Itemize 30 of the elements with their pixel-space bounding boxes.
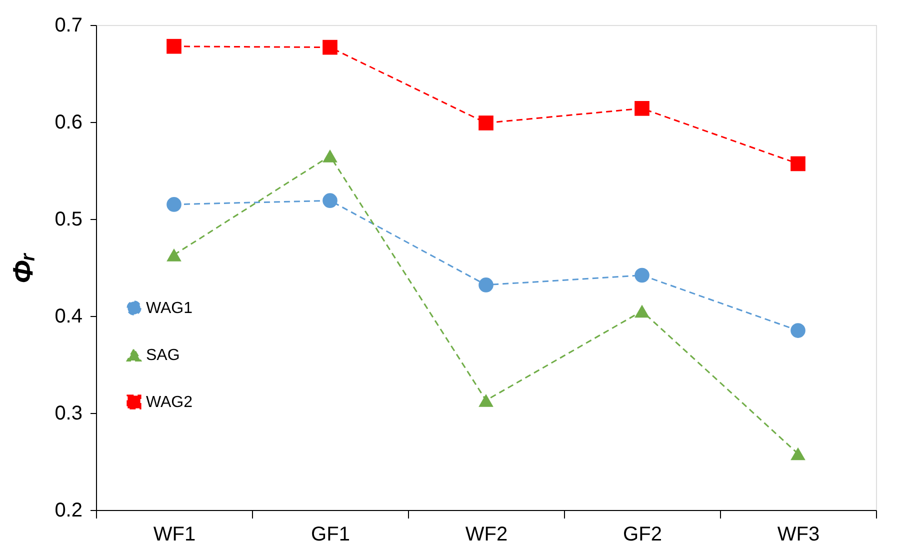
y-tick-label: 0.2 bbox=[54, 500, 82, 522]
y-tick-label: 0.3 bbox=[54, 402, 82, 424]
point bbox=[166, 197, 182, 212]
point bbox=[322, 193, 338, 208]
point bbox=[166, 248, 182, 262]
point bbox=[478, 394, 494, 407]
x-tick-label: WF2 bbox=[465, 524, 508, 546]
point bbox=[322, 40, 338, 55]
legend-label: WAG2 bbox=[146, 394, 193, 411]
x-tick-label: GF2 bbox=[623, 524, 662, 546]
point bbox=[790, 323, 806, 338]
point bbox=[790, 156, 806, 172]
point bbox=[322, 150, 338, 162]
point bbox=[478, 278, 494, 292]
x-tick-label: WF3 bbox=[777, 524, 820, 546]
x-tick-label: WF1 bbox=[153, 524, 196, 546]
point bbox=[634, 101, 650, 116]
y-tick-label: 0.6 bbox=[54, 112, 82, 134]
y-tick-label: 0.7 bbox=[54, 14, 82, 36]
legend-label: WAG1 bbox=[146, 300, 193, 317]
y-tick-label: 0.4 bbox=[54, 306, 82, 328]
point bbox=[634, 268, 650, 283]
point bbox=[790, 447, 806, 460]
point bbox=[478, 116, 494, 130]
point bbox=[634, 304, 650, 318]
y-axis-title: Φᵣ bbox=[8, 252, 39, 284]
legend-label: SAG bbox=[146, 347, 180, 364]
x-tick-label: GF1 bbox=[311, 524, 350, 546]
y-tick-label: 0.5 bbox=[54, 208, 82, 230]
point bbox=[166, 38, 182, 54]
